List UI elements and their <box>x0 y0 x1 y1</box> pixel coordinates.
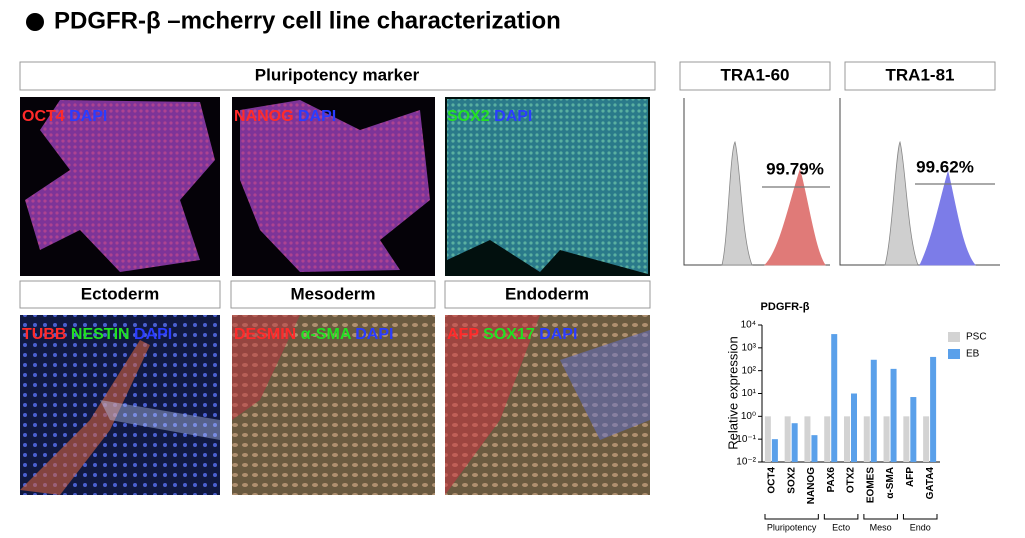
bar <box>831 334 838 462</box>
group-label: Meso <box>870 522 892 532</box>
stain-name: NANOG <box>234 108 298 125</box>
bar <box>764 416 771 462</box>
bar <box>824 416 831 462</box>
stain-name: α-SMA <box>301 326 356 343</box>
y-tick-label: 10¹ <box>742 388 757 399</box>
x-tick-label: OTX2 <box>846 467 857 494</box>
header: TRA1-60 <box>721 65 790 84</box>
stain-name: AFP <box>447 326 483 343</box>
bar <box>844 416 850 462</box>
y-tick-label: 10⁻¹ <box>736 434 756 445</box>
gate-percent: 99.62% <box>916 157 974 176</box>
stain-name: SOX17 <box>483 326 539 343</box>
bar <box>870 359 877 462</box>
stain-label: NANOG DAPI <box>234 108 336 125</box>
group-bracket <box>902 514 938 520</box>
header: Ectoderm <box>81 284 159 303</box>
bar <box>923 416 930 462</box>
group-label: Ecto <box>832 522 850 532</box>
bar <box>791 423 798 462</box>
x-tick-label: SOX2 <box>786 467 797 494</box>
x-tick-label: EOMES <box>865 467 876 503</box>
legend-label: PSC <box>966 332 987 343</box>
y-tick-label: 10⁻² <box>736 457 756 468</box>
bar <box>851 393 857 462</box>
stain-label: AFP SOX17 DAPI <box>447 326 577 343</box>
flow-plot <box>683 98 830 266</box>
bar <box>883 416 890 462</box>
stain-label: TUBB NESTIN DAPI <box>22 326 172 343</box>
micrograph <box>20 97 220 276</box>
micrograph <box>232 97 435 276</box>
micrograph <box>445 97 650 276</box>
header-box <box>844 61 996 91</box>
bar <box>771 439 778 462</box>
stain-name: TUBB <box>22 326 71 343</box>
micrograph <box>232 315 435 495</box>
group-label: Endo <box>910 522 931 532</box>
y-tick-label: 10⁴ <box>741 320 756 331</box>
stain-name: NESTIN <box>71 326 134 343</box>
stain-label: SOX2 DAPI <box>447 108 532 125</box>
header: Mesoderm <box>290 284 375 303</box>
header-box <box>19 280 221 309</box>
x-tick-label: AFP <box>905 467 916 487</box>
bar <box>903 416 910 462</box>
group-bracket <box>764 514 819 520</box>
figure-title: PDGFR-β –mcherry cell line characterizat… <box>54 7 561 34</box>
micrograph <box>445 315 650 495</box>
x-tick-label: α-SMA <box>885 467 896 499</box>
gate-percent: 99.79% <box>766 159 824 178</box>
stain-name: DAPI <box>134 326 172 343</box>
legend-swatch <box>948 349 960 359</box>
bar <box>811 435 818 462</box>
stain-label: DESMIN α-SMA DAPI <box>234 326 393 343</box>
header: TRA1-81 <box>886 65 955 84</box>
stain-name: SOX2 <box>447 108 494 125</box>
stain-name: DAPI <box>539 326 577 343</box>
stain-label: OCT4 DAPI <box>22 108 107 125</box>
stain-name: DAPI <box>69 108 107 125</box>
x-tick-label: GATA4 <box>925 467 936 500</box>
header-box <box>230 280 436 309</box>
legend-swatch <box>948 332 960 342</box>
stain-name: DAPI <box>355 326 393 343</box>
y-tick-label: 10² <box>742 365 757 376</box>
bar <box>863 416 870 462</box>
bar <box>784 416 791 462</box>
chart-title: PDGFR-β <box>761 301 810 313</box>
y-tick-label: 10⁰ <box>741 411 756 422</box>
header-box <box>679 61 831 91</box>
bar <box>804 416 811 462</box>
y-axis-label: Relative expression <box>725 336 740 449</box>
flow-plot <box>839 98 1000 266</box>
group-bracket <box>863 514 898 520</box>
bullet <box>26 13 44 31</box>
x-tick-label: NANOG <box>806 467 817 504</box>
micrograph <box>20 315 220 495</box>
bar <box>910 397 917 462</box>
group-label: Pluripotency <box>767 522 817 532</box>
header: Pluripotency marker <box>255 65 420 84</box>
stain-name: DESMIN <box>234 326 301 343</box>
x-tick-label: PAX6 <box>826 467 837 493</box>
header: Endoderm <box>505 284 589 303</box>
header-box <box>19 61 656 91</box>
bar <box>930 356 937 462</box>
header-box <box>444 280 651 309</box>
stain-name: OCT4 <box>22 108 69 125</box>
legend-label: EB <box>966 349 980 360</box>
x-tick-label: OCT4 <box>767 467 778 494</box>
stain-name: DAPI <box>494 108 532 125</box>
group-bracket <box>823 514 859 520</box>
stain-name: DAPI <box>298 108 336 125</box>
y-tick-label: 10³ <box>742 342 757 353</box>
bar <box>890 368 897 462</box>
